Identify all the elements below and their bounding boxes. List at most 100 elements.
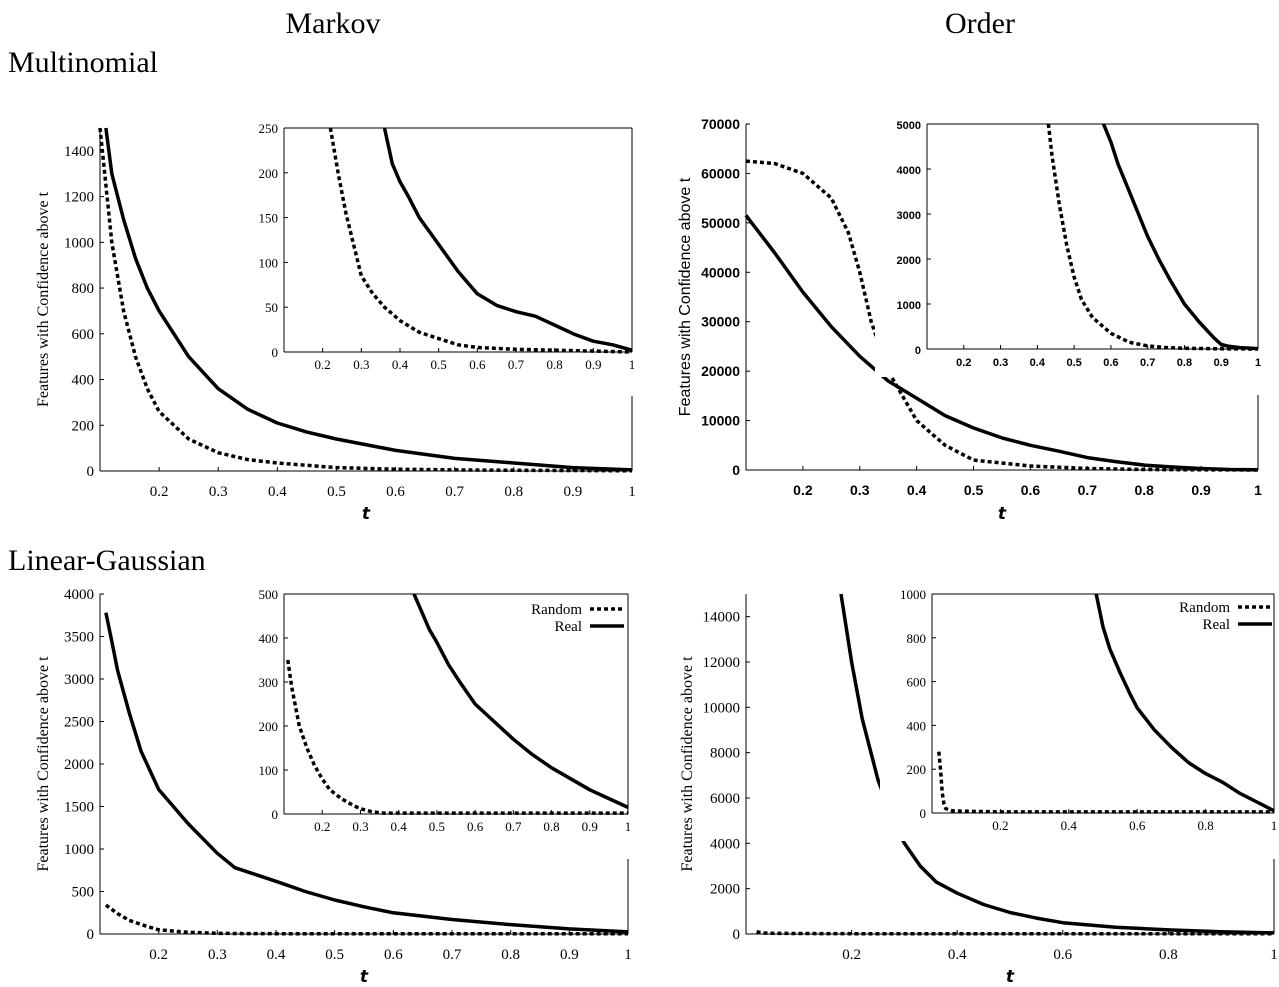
main-ytick-label: 0 [87,464,95,480]
inset-xtick-label: 0.2 [314,819,330,834]
main-ytick-label: 60000 [701,165,740,181]
main-xtick-label: 0.3 [850,482,870,498]
main-series-real [744,214,1259,472]
main-xtick-label: 0.2 [842,947,861,963]
main-xtick-label: 0.2 [150,484,169,500]
inset-xtick-label: 0.5 [1066,357,1081,369]
inset-ytick-label: 150 [259,211,279,226]
main-series-real [839,593,1275,935]
main-series-random [104,903,628,936]
inset-ytick-label: 250 [259,121,279,136]
legend-label-random: Random [531,602,582,618]
chart-lg_markov: 0.2 0.3 0.4 0.5 0.6 0.7 0.8 0.9 1050010001500200… [35,587,632,987]
charts-group: 0.2 0.3 0.4 0.5 0.6 0.7 0.8 0.9 1020040060080010… [35,116,1278,987]
main-ytick-label: 800 [72,281,95,297]
main-xtick-label: 0.8 [501,947,520,963]
inset-ytick-label: 800 [907,631,927,646]
main-xtick-label: 0.3 [208,947,227,963]
inset-xtick-label: 0.4 [1030,357,1046,369]
inset-xtick-label: 0.2 [992,818,1008,833]
main-ytick-label: 12000 [703,655,741,671]
inset-xtick-label: 0.6 [467,819,484,834]
main-xtick-label: 0.7 [443,947,462,963]
inset-ytick-label: 500 [259,587,279,602]
main-ytick-label: 1000 [64,842,94,858]
inset-xtick-label: 0.3 [993,357,1008,369]
chart-mult_markov: 0.2 0.3 0.4 0.5 0.6 0.7 0.8 0.9 1 0 200 400 600 800 1 0… [35,121,636,524]
main-ytick-label: 2000 [710,882,740,898]
main-ytick-label: 6000 [710,791,740,807]
main-xtick-label: 1 [624,947,632,963]
inset-xtick-label: 0.8 [547,357,563,372]
inset-xtick-label: 1 [1271,818,1278,833]
main-ytick-label: 4000 [64,587,94,603]
main-ytick-label: 600 [72,327,95,343]
inset-ytick-label: 4000 [897,165,921,177]
main-ytick-label: 0 [87,927,95,943]
x-axis-label: t [998,504,1007,524]
inset-xtick-label: 0.8 [1197,818,1213,833]
inset-xtick-label: 0.2 [956,357,971,369]
inset-background [232,126,632,380]
main-xtick-label: 0.4 [907,482,927,498]
main-ytick-label: 30000 [701,314,740,330]
main-xtick-label: 0.5 [964,482,984,498]
inset-xtick-label: 0.8 [1177,357,1192,369]
inset-xtick-label: 0.6 [1103,357,1118,369]
main-series-random [756,929,1274,936]
main-xtick-label: 0.4 [268,484,287,500]
main-xtick-label: 1 [1270,947,1278,963]
main-ytick-label: 8000 [710,746,740,762]
row-header-multinomial: Multinomial [8,46,158,79]
inset-xtick-label: 0.7 [505,819,522,834]
inset-ytick-label: 400 [259,631,279,646]
x-axis-label: t [362,504,371,524]
main-xtick-label: 1 [628,484,636,500]
main-ytick-label: 0 [733,927,741,943]
column-header-markov: Markov [286,7,381,40]
inset-xtick-label: 0.3 [352,819,368,834]
main-ytick-label: 3000 [64,672,94,688]
main-ytick-label: 200 [72,418,95,434]
main-ytick-label: 2000 [64,757,94,773]
inset-ytick-label: 200 [259,719,279,734]
main-xtick-label: 0.5 [327,484,346,500]
y-axis-label: Features with Confidence above t [677,177,694,416]
chart-lg_order: 0.2 0.4 0.6 0.8 1020004000600080001000012000… [679,587,1278,987]
main-xtick-label: 0.2 [793,482,813,498]
inset-series-real [1101,123,1259,351]
main-series-real [104,612,629,934]
main-xtick-label: 0.7 [1078,482,1098,498]
main-xtick-label: 0.2 [149,947,168,963]
main-xtick-label: 0.7 [445,484,464,500]
inset-ytick-label: 50 [265,300,278,315]
main-ytick-label: 3500 [64,630,94,646]
inset-ytick-label: 600 [907,675,927,690]
inset-series-real [1094,593,1275,813]
inset-series-random [1046,123,1259,351]
inset-xtick-label: 0.3 [353,357,369,372]
inset-xtick-label: 0.4 [391,819,408,834]
inset-xtick-label: 0.6 [469,357,486,372]
row-header-linear-gaussian: Linear-Gaussian [8,544,206,577]
inset-xtick-label: 0.9 [1214,357,1229,369]
main-xtick-label: 0.8 [1134,482,1154,498]
inset-background [880,592,1274,841]
main-ytick-label: 1400 [64,144,94,160]
legend-label-real: Real [1203,617,1231,633]
main-ytick-label: 1200 [64,190,94,206]
inset-series-real [412,593,629,809]
inset-xtick-label: 1 [629,357,636,372]
column-header-order: Order [945,7,1015,40]
inset-ytick-label: 0 [915,345,921,357]
main-series-random [745,159,1259,472]
main-ytick-label: 1500 [64,800,94,816]
inset-xtick-label: 0.4 [392,357,409,372]
inset-ytick-label: 3000 [897,210,921,222]
main-ytick-label: 20000 [701,363,740,379]
main-ytick-label: 400 [72,373,95,389]
main-xtick-label: 0.9 [564,484,583,500]
x-axis-label: t [1006,967,1015,987]
inset-xtick-label: 1 [1255,357,1261,369]
